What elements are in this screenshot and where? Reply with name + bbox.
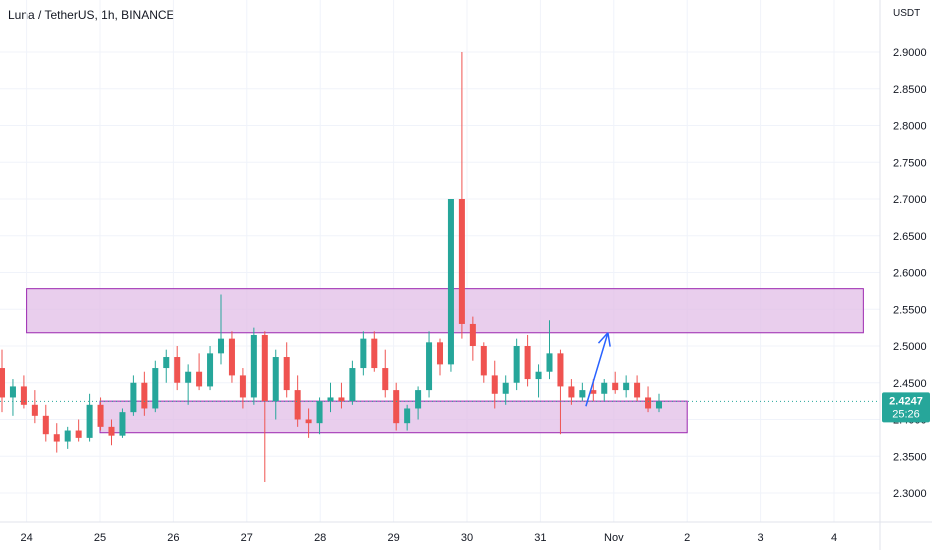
candle-body [75, 430, 82, 438]
time-tick-label: 25 [94, 532, 106, 544]
candle-body [645, 397, 652, 409]
candle-body [338, 397, 345, 402]
price-axis-unit: USDT [893, 8, 921, 19]
price-tick-label: 2.3000 [893, 488, 927, 500]
candle-body [535, 371, 542, 380]
candle-body [612, 382, 619, 391]
candle-body [469, 323, 476, 346]
candle-body [360, 338, 367, 369]
candle-body [163, 357, 170, 369]
time-tick-label: 26 [167, 532, 179, 544]
candle-body [64, 430, 71, 442]
candle-body [305, 419, 312, 424]
candle-body [185, 371, 192, 383]
candle-body [207, 353, 214, 387]
time-tick-label: 31 [534, 532, 546, 544]
time-tick-label: 28 [314, 532, 326, 544]
price-tick-label: 2.7500 [893, 157, 927, 169]
candle-body [152, 368, 159, 409]
forecast-arrow-head [607, 332, 611, 347]
price-tick-label: 2.5000 [893, 341, 927, 353]
candle-body [634, 382, 641, 398]
candle-body [20, 386, 27, 405]
price-tick-label: 2.8000 [893, 121, 927, 133]
candle-body [601, 382, 608, 394]
time-tick-label: 29 [387, 532, 399, 544]
candle-body [404, 408, 411, 424]
time-tick-label: 4 [831, 532, 837, 544]
candle-body [141, 382, 148, 409]
candle-body [228, 338, 235, 376]
resistance-zone[interactable] [26, 288, 864, 334]
candle-body [327, 397, 334, 402]
candle-body [9, 386, 16, 398]
chart-title: Luna / TetherUS, 1h, BINANCE [8, 8, 175, 22]
candle-body [86, 404, 93, 438]
candle-body [97, 404, 104, 427]
candle-body [524, 346, 531, 380]
price-tick-label: 2.9000 [893, 47, 927, 59]
candle-body [415, 390, 422, 409]
time-tick-label: Nov [604, 532, 624, 544]
time-tick-label: 27 [241, 532, 253, 544]
candle-body [568, 386, 575, 398]
candle-body [283, 357, 290, 391]
candle-body [579, 390, 586, 398]
candle-body [272, 357, 279, 402]
price-tick-label: 2.6500 [893, 231, 927, 243]
candle-body [502, 382, 509, 394]
price-tick-label: 2.4500 [893, 378, 927, 390]
candle-body [458, 199, 465, 324]
time-tick-label: 30 [461, 532, 473, 544]
candle-body [393, 390, 400, 424]
candle-body [513, 346, 520, 383]
price-tick-label: 2.8500 [893, 84, 927, 96]
candle-body [371, 338, 378, 369]
time-tick-label: 2 [684, 532, 690, 544]
candle-body [0, 368, 6, 398]
candle-body [53, 434, 60, 442]
candle-body [42, 415, 49, 435]
price-tick-label: 2.3500 [893, 451, 927, 463]
price-tick-label: 2.7000 [893, 194, 927, 206]
candle-body [590, 390, 597, 394]
time-tick-label: 24 [20, 532, 32, 544]
candle-body [174, 357, 181, 383]
candle-body [31, 404, 38, 416]
bar-countdown: 25:26 [892, 408, 920, 420]
candle-body [546, 353, 553, 372]
candle-body [491, 375, 498, 394]
candle-body [217, 338, 225, 354]
candle-body [557, 353, 564, 387]
last-price-value: 2.4247 [889, 395, 923, 407]
candle-body [261, 334, 268, 402]
candle-body [480, 346, 487, 376]
time-tick-label: 3 [758, 532, 764, 544]
last-price-tag [882, 392, 930, 423]
candle-body [623, 382, 630, 391]
candle-body [447, 199, 454, 365]
candle-body [196, 371, 203, 387]
candle-body [426, 342, 433, 391]
price-tick-label: 2.5500 [893, 304, 927, 316]
candle-body [119, 412, 126, 436]
price-tick-label: 2.6000 [893, 268, 927, 280]
candle-body [349, 368, 356, 402]
candle-body [316, 401, 323, 424]
candle-body [655, 401, 663, 409]
candle-body [250, 334, 257, 398]
candle-body [294, 390, 301, 420]
candle-body [108, 426, 115, 436]
candle-body [130, 382, 137, 413]
candle-body [239, 375, 246, 398]
forecast-arrow[interactable] [585, 332, 609, 407]
candle-body [382, 368, 389, 391]
forecast-arrow-head [597, 332, 609, 344]
candle-body [436, 342, 444, 365]
